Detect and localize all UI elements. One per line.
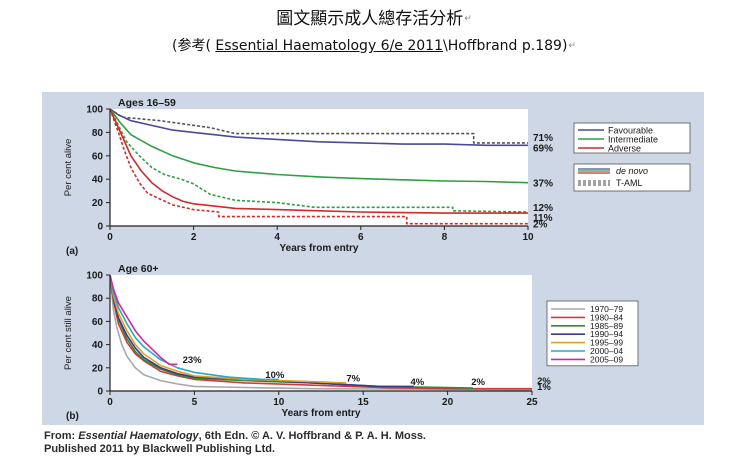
chart-1-legend-label: de novo	[616, 166, 648, 176]
chart-1-series-line	[109, 108, 528, 225]
chart-1-series-line	[109, 108, 529, 184]
chart-1-legend-label: T-AML	[616, 178, 643, 188]
chart-1-end-label: 71%	[533, 133, 553, 144]
chart-2-panel-label: (b)	[66, 411, 79, 422]
chart-2-title: Age 60+	[118, 263, 159, 275]
chart-1-x-tick-label: 4	[274, 232, 280, 243]
chart-1-panel-label: (a)	[66, 246, 78, 257]
figure-credit: From: Essential Haematology, 6th Edn. © …	[44, 430, 426, 455]
chart-2-y-tick-label: 0	[97, 387, 103, 398]
chart-2-series-line	[109, 274, 178, 366]
chart-2-y-tick-label: 100	[86, 271, 103, 282]
chart-2-x-tick-label: 20	[442, 397, 454, 408]
chart-2-annotation: 23%	[183, 355, 203, 366]
chart-1-title: Ages 16–59	[118, 97, 176, 109]
chart-2-series-line	[109, 274, 279, 381]
chart-1-plot-area	[110, 109, 528, 226]
chart-2-legend-label: 1995–99	[590, 338, 623, 348]
chart-2-series-line	[109, 274, 532, 390]
chart-1-end-label: 12%	[533, 203, 553, 214]
chart-2-y-tick-label: 40	[92, 340, 104, 351]
chart-2-series-line	[109, 274, 533, 391]
chart-2-legend-label: 2000–04	[590, 346, 623, 356]
chart-2-annotation: 4%	[410, 377, 424, 388]
chart-2-series-lines	[109, 274, 533, 391]
chart-2-annotation: 10%	[265, 370, 285, 381]
chart-1-y-tick-label: 60	[92, 151, 104, 162]
chart-1-legend-label: Adverse	[608, 144, 641, 154]
chart-1-end-label: 69%	[533, 143, 553, 154]
chart-1-series-line	[109, 108, 528, 214]
chart-1-end-label: 37%	[533, 179, 553, 190]
chart-2-legend-label: 1970–79	[590, 304, 623, 314]
chart-1-series-line	[109, 108, 528, 147]
chart-1-x-tick-label: 6	[358, 232, 364, 243]
chart-2-annotation: 7%	[346, 374, 360, 385]
chart-2-y-axis-label: Per cent still alive	[63, 296, 74, 370]
reference-link[interactable]: Essential Haematology 6/e 2011	[215, 38, 443, 54]
page-title: 圖文顯示成人總存活分析↵	[276, 9, 472, 29]
return-mark-icon: ↵	[568, 41, 576, 51]
chart-2-annotation: 2%	[471, 377, 485, 388]
chart-2-series-line	[109, 274, 414, 388]
chart-2-x-tick-label: 10	[273, 397, 285, 408]
chart-1-y-tick-label: 0	[97, 222, 103, 233]
chart-2-x-axis-label: Years from entry	[282, 408, 361, 419]
chart-1-y-tick-label: 80	[92, 128, 104, 139]
chart-1-end-label: 2%	[533, 220, 548, 231]
chart-2-y-tick-label: 20	[92, 363, 104, 374]
chart-1-series-line	[109, 108, 528, 144]
chart-1-x-axis-label: Years from entry	[280, 243, 359, 254]
chart-2-legend-label: 1985–89	[590, 321, 623, 331]
chart-1-y-tick-label: 40	[92, 175, 104, 186]
chart-2-x-tick-label: 15	[358, 397, 370, 408]
chart-2-legend-label: 1990–94	[590, 329, 623, 339]
return-mark-icon: ↵	[464, 14, 472, 24]
chart-1-x-tick-label: 8	[442, 232, 448, 243]
chart-2-x-tick-label: 0	[107, 397, 113, 408]
chart-2-x-tick-label: 5	[192, 397, 198, 408]
chart-1-y-axis-label: Per cent alive	[63, 139, 74, 197]
chart-1-x-tick-label: 10	[522, 232, 534, 243]
chart-2-y-tick-label: 80	[92, 294, 104, 305]
chart-2-legend-box	[546, 300, 639, 367]
chart-1-end-label: 11%	[533, 213, 553, 224]
chart-2-legend-label: 1980–84	[590, 312, 623, 322]
chart-2-y-tick-label: 60	[92, 317, 104, 328]
chart-1-series-line	[109, 108, 529, 213]
chart-1-series-lines	[109, 108, 529, 225]
chart-1-y-tick-label: 100	[86, 105, 103, 116]
page-subtitle: (参考( Essential Haematology 6/e 2011\Hoff…	[172, 38, 576, 54]
chart-2-x-tick-label: 25	[526, 397, 538, 408]
chart-1-legend-label: Favourable	[608, 126, 653, 136]
chart-1-x-tick-label: 2	[191, 232, 197, 243]
chart-1-y-tick-label: 20	[92, 198, 104, 209]
chart-2-annotation: 1%	[537, 382, 551, 393]
chart-1-x-tick-label: 0	[107, 232, 113, 243]
chart-1-legend-label: Intermediate	[608, 135, 658, 145]
chart-2-annotation: 2%	[537, 376, 551, 387]
chart-2-legend-label: 2005–09	[590, 354, 623, 364]
